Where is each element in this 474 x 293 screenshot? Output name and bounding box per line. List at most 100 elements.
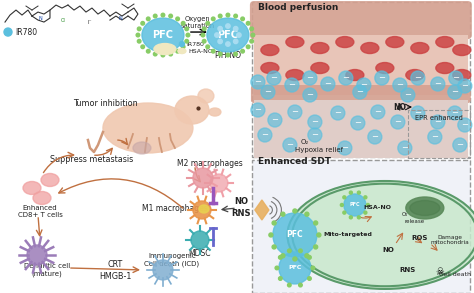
Text: −: − [451,88,458,96]
Text: I⁻: I⁻ [88,20,92,25]
Circle shape [153,260,173,280]
Circle shape [185,40,189,43]
Circle shape [272,245,276,249]
Text: PIH-NO: PIH-NO [214,50,241,59]
Circle shape [211,17,215,21]
Circle shape [234,14,237,18]
Circle shape [398,141,412,155]
Text: M1 macrophages: M1 macrophages [142,205,208,214]
Circle shape [393,78,407,92]
Text: −: − [342,74,349,83]
Ellipse shape [411,42,429,54]
Circle shape [305,254,309,258]
Text: IR780: IR780 [15,28,37,37]
Text: −: − [270,74,277,83]
Ellipse shape [103,103,193,153]
Text: N: N [38,16,42,21]
Text: −: − [434,79,441,88]
Text: HSA-NO: HSA-NO [364,205,392,210]
Circle shape [281,212,285,216]
Circle shape [215,33,219,37]
Circle shape [251,103,265,117]
Circle shape [154,52,157,56]
Circle shape [293,209,297,213]
Circle shape [308,277,311,280]
Circle shape [161,13,165,17]
Ellipse shape [33,192,51,205]
Text: −: − [306,91,313,100]
Text: Cl: Cl [61,18,65,23]
Text: −: − [360,81,367,90]
Circle shape [176,17,180,21]
Ellipse shape [154,44,176,54]
Circle shape [349,191,352,194]
Ellipse shape [207,18,249,52]
Text: PFC: PFC [287,231,303,239]
Text: PFC: PFC [288,265,301,270]
Circle shape [234,52,237,56]
Circle shape [303,88,317,102]
Text: RNS: RNS [231,209,251,219]
Text: −: − [334,108,341,117]
Circle shape [267,71,281,85]
Ellipse shape [336,37,354,47]
Text: −: − [414,108,421,117]
Circle shape [251,33,255,37]
Text: Immunogenic
Cell death (ICD): Immunogenic Cell death (ICD) [145,253,200,267]
Text: −: − [324,79,331,88]
Circle shape [185,27,189,31]
Circle shape [303,71,317,85]
Ellipse shape [261,45,279,56]
Polygon shape [255,200,269,220]
Circle shape [275,266,279,270]
Circle shape [368,130,382,144]
Circle shape [281,254,285,258]
Circle shape [338,141,352,155]
Text: −: − [261,130,268,139]
Circle shape [219,52,222,56]
Text: Enhanced SDT: Enhanced SDT [258,158,331,166]
Text: PFC: PFC [153,30,173,40]
Text: release: release [405,219,425,224]
Circle shape [202,40,206,43]
Ellipse shape [406,69,424,81]
Circle shape [449,71,463,85]
Circle shape [321,77,335,91]
Text: −: − [311,130,319,139]
FancyBboxPatch shape [251,85,471,103]
Text: Mito-targeted: Mito-targeted [323,232,372,237]
Circle shape [308,115,322,129]
Text: Enhanced
CD8+ T cells: Enhanced CD8+ T cells [18,205,63,219]
Ellipse shape [311,42,329,54]
Text: RNS: RNS [400,267,416,273]
FancyBboxPatch shape [252,2,470,157]
Circle shape [305,212,309,216]
Circle shape [343,211,346,214]
Circle shape [261,85,275,99]
Circle shape [234,39,238,44]
Circle shape [136,33,140,37]
Circle shape [206,21,210,25]
Ellipse shape [436,37,454,47]
Text: −: − [311,117,319,127]
Circle shape [314,245,318,249]
Circle shape [182,45,185,49]
Ellipse shape [287,181,474,289]
Circle shape [4,28,12,36]
Circle shape [375,71,389,85]
Circle shape [279,277,282,280]
Ellipse shape [209,108,221,116]
Circle shape [357,191,360,194]
Text: MDSC: MDSC [189,249,211,258]
Circle shape [27,245,47,265]
Circle shape [411,71,425,85]
Circle shape [241,50,245,53]
Ellipse shape [436,62,454,74]
Text: Hypoxia relief: Hypoxia relief [295,147,343,153]
Circle shape [339,71,353,85]
Ellipse shape [198,89,214,103]
Circle shape [458,79,472,93]
Circle shape [458,118,472,132]
Circle shape [234,26,238,31]
Circle shape [191,231,209,249]
